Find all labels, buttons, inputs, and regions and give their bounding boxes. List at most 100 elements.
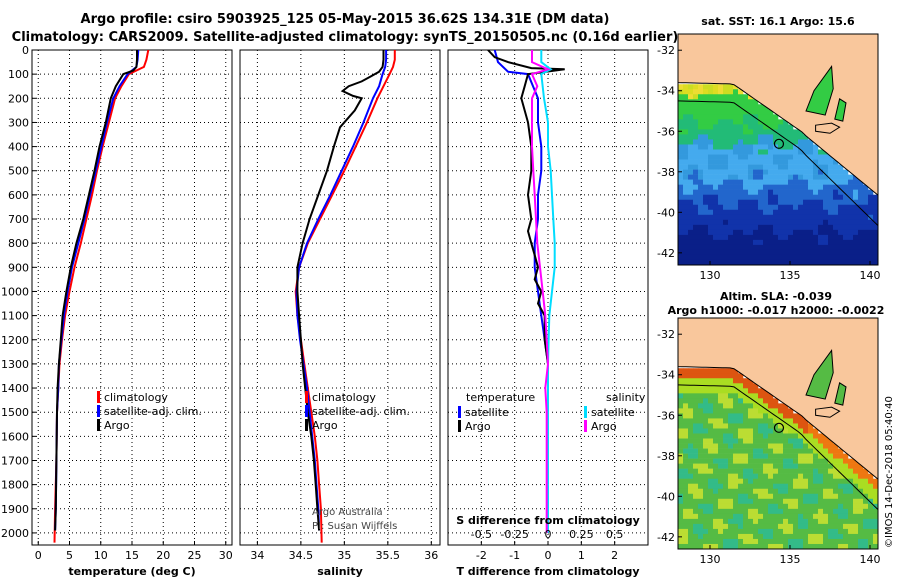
map-cell (788, 239, 794, 246)
map-cell (678, 368, 684, 374)
map-cell (693, 139, 699, 145)
map-cell (703, 104, 709, 110)
map-cell (718, 164, 724, 170)
map-cell (763, 498, 769, 505)
map-cell (793, 214, 799, 221)
map-cell (833, 244, 839, 251)
map-cell (728, 483, 734, 490)
map-cell (678, 89, 684, 95)
map-cell (848, 493, 854, 500)
map-cell (833, 204, 839, 211)
map-cell (768, 174, 774, 180)
map-cell (718, 104, 724, 110)
map-cell (718, 533, 724, 540)
map-cell (793, 134, 799, 140)
map-cell (723, 224, 729, 231)
map-cell (738, 378, 744, 384)
map-cell (758, 533, 764, 540)
map-cell (688, 533, 694, 540)
map-cell (788, 209, 794, 216)
map-cell (708, 388, 714, 394)
map-cell (863, 249, 869, 256)
map-cell (763, 448, 769, 454)
map-cell (678, 194, 684, 201)
map-cell (698, 104, 704, 110)
map-cell (853, 254, 859, 261)
map-cell (798, 528, 804, 535)
map-cell (728, 244, 734, 251)
map-cell (798, 428, 804, 434)
map-cell (753, 229, 759, 236)
map-cell (748, 259, 754, 265)
map-cell (678, 114, 684, 120)
map-cell (803, 463, 809, 469)
map-cell (768, 129, 774, 135)
map-cell (833, 538, 839, 545)
map-cell (773, 423, 779, 429)
map-cell (823, 204, 829, 211)
map-cell (688, 159, 694, 165)
map-cell (763, 149, 769, 155)
map-cell (758, 164, 764, 170)
map-cell (798, 129, 804, 135)
map-cell (698, 254, 704, 261)
map-cell (713, 508, 719, 515)
map-cell (783, 488, 789, 495)
map-cell (758, 428, 764, 434)
y-tick-label: 1900 (1, 503, 29, 516)
map-cell (733, 199, 739, 206)
map-cell (818, 468, 824, 474)
map-cell (703, 533, 709, 540)
map-cell (763, 478, 769, 485)
map-cell (798, 154, 804, 160)
map-cell (678, 448, 684, 454)
map-cell (738, 408, 744, 414)
map-cell (698, 169, 704, 175)
map-cell (858, 204, 864, 211)
map-cell (723, 503, 729, 510)
map-cell (843, 229, 849, 236)
map-cell (763, 538, 769, 545)
map-cell (763, 453, 769, 459)
map-cell (683, 249, 689, 256)
map-cell (788, 453, 794, 459)
series-line-argo-salinity (530, 50, 551, 533)
map-cell (848, 189, 854, 195)
map-cell (818, 204, 824, 211)
map-cell (723, 368, 729, 374)
map-cell (748, 513, 754, 520)
map-cell (853, 523, 859, 530)
map-cell (773, 164, 779, 170)
map-cell (733, 368, 739, 374)
profile-location-marker (773, 138, 785, 149)
map-cell (758, 433, 764, 439)
map-cell (723, 94, 729, 100)
map-cell (703, 174, 709, 180)
map-cell (718, 169, 724, 175)
map-cell (703, 453, 709, 459)
map-cell (723, 234, 729, 241)
map-cell (783, 134, 789, 140)
map-cell (803, 513, 809, 520)
map-cell (698, 149, 704, 155)
map-cell (838, 179, 844, 185)
x-tick-label: 135 (780, 553, 801, 566)
map-cell (723, 483, 729, 490)
map-cell (743, 254, 749, 261)
map-cell (733, 164, 739, 170)
map-cell (708, 149, 714, 155)
map-cell (823, 179, 829, 185)
legend-swatch (97, 405, 100, 417)
map-cell (718, 473, 724, 479)
map-cell (808, 543, 814, 549)
map-cell (763, 194, 769, 201)
map-cell (708, 84, 714, 90)
map-cell (803, 533, 809, 540)
map-cell (818, 478, 824, 485)
map-cell (838, 468, 844, 474)
map-cell (748, 418, 754, 424)
map-cell (753, 423, 759, 429)
map-cell (843, 239, 849, 246)
map-cell (823, 518, 829, 525)
map-cell (858, 234, 864, 241)
